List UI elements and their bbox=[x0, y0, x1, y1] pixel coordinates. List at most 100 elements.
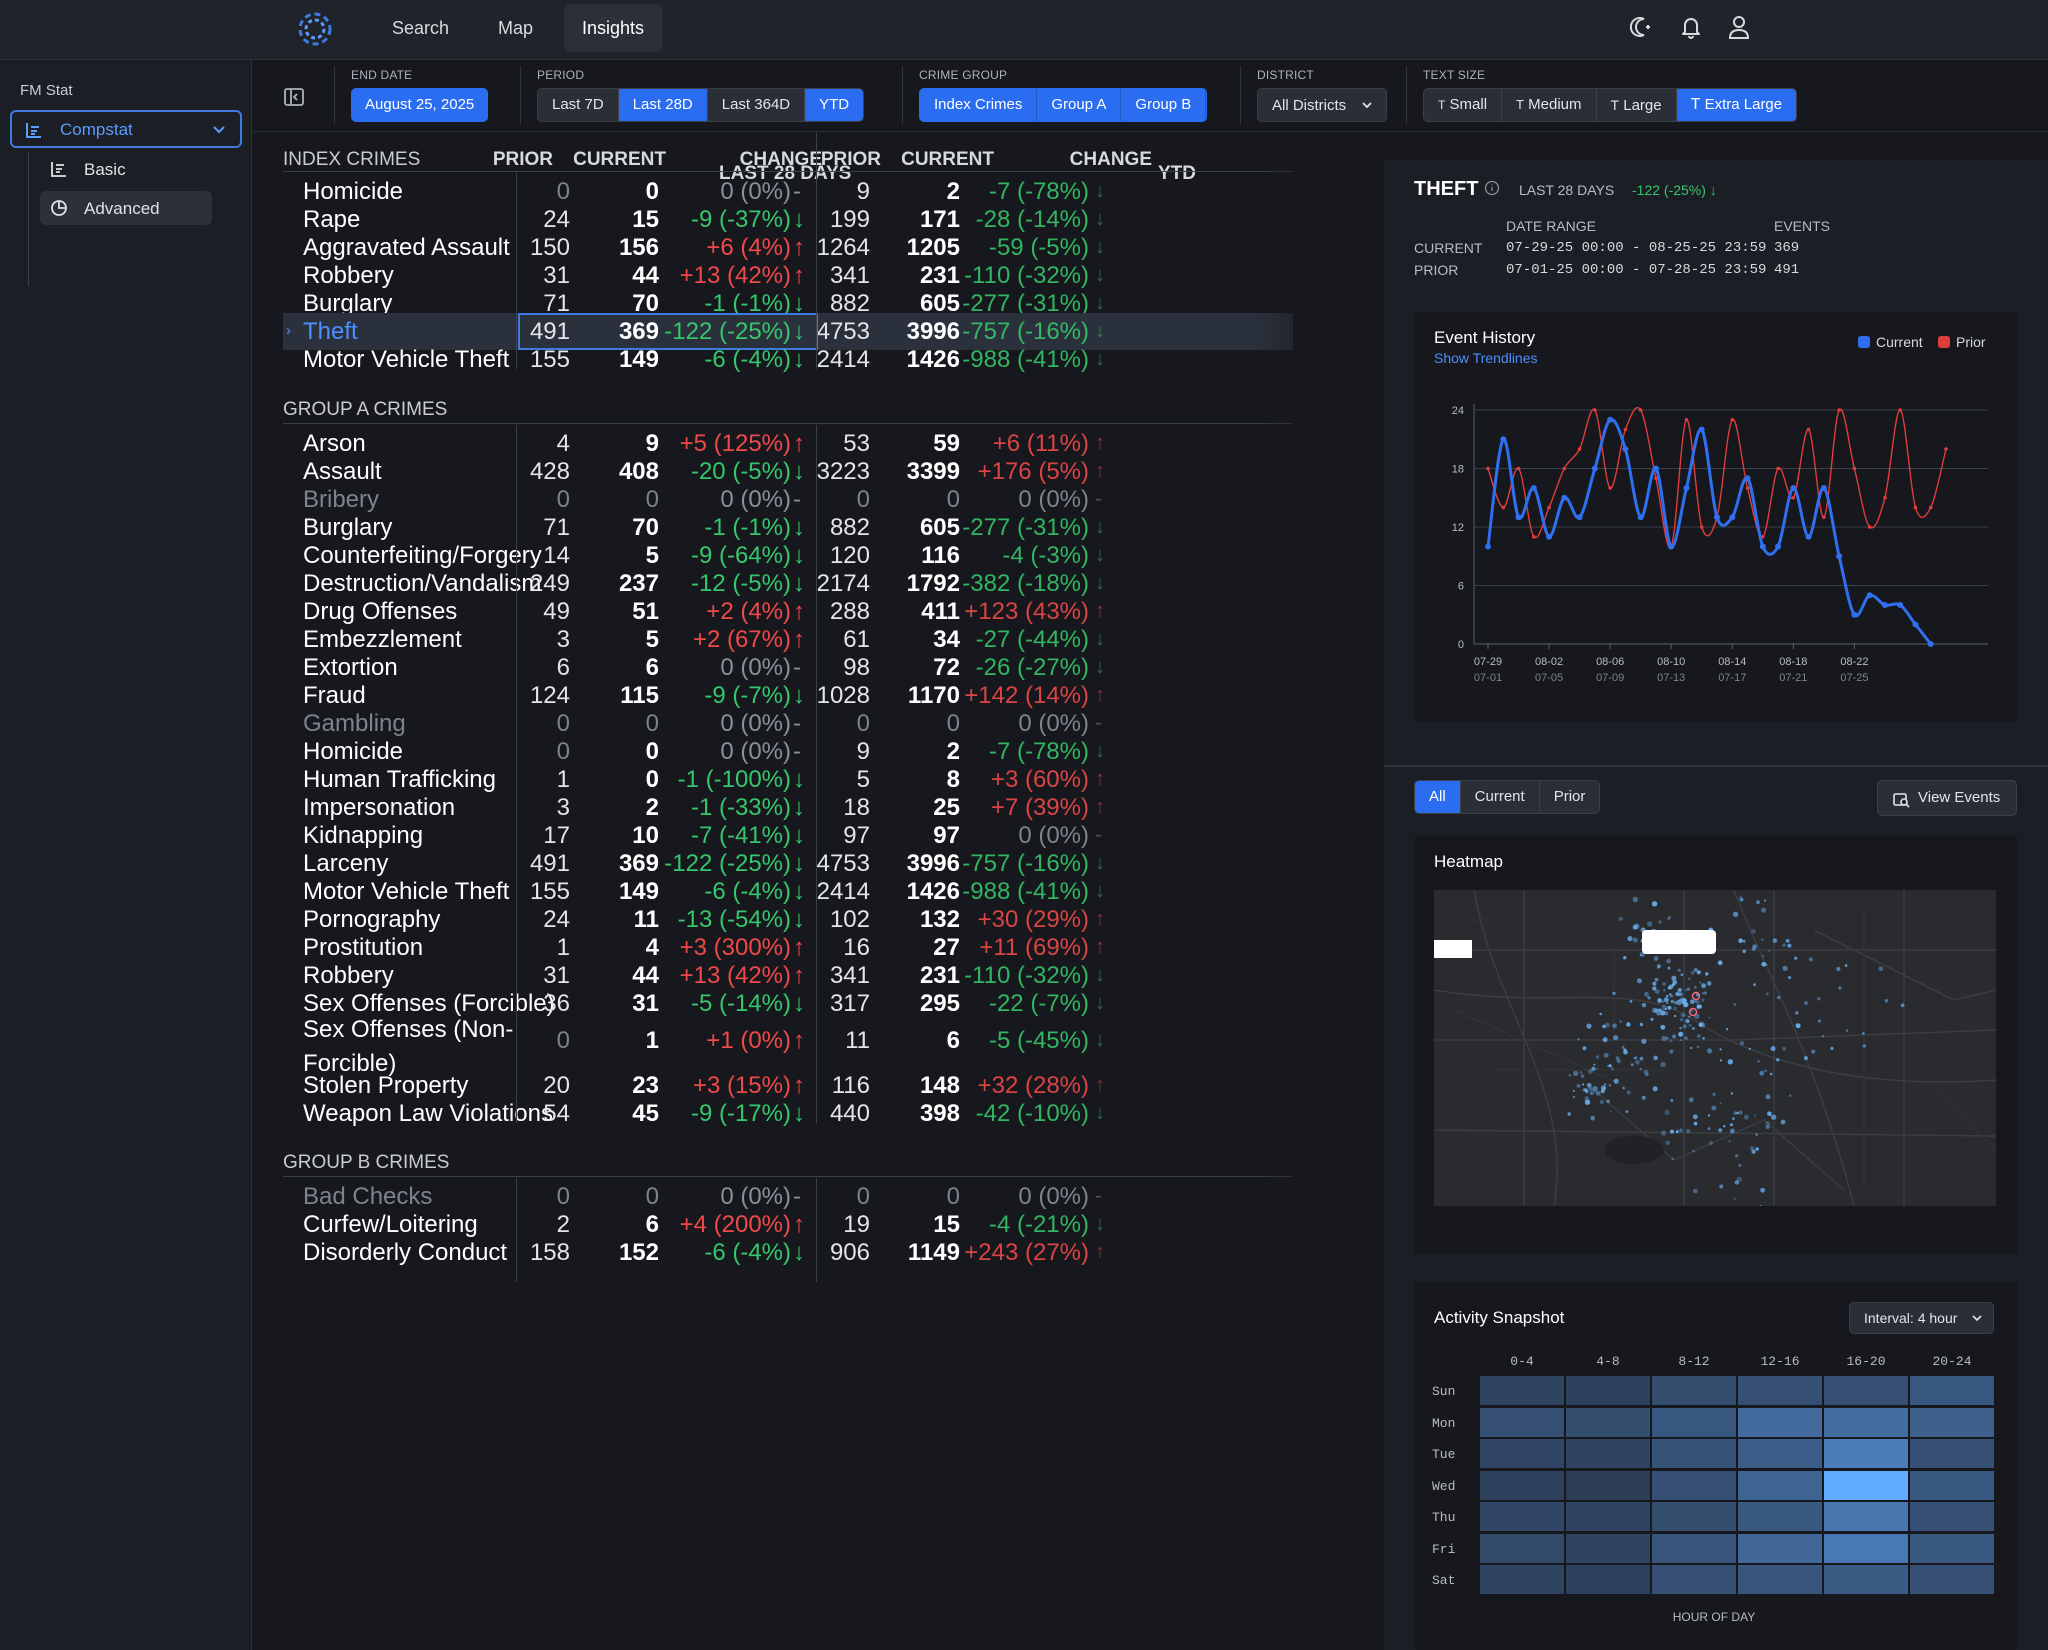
activity-cell[interactable] bbox=[1910, 1502, 1994, 1531]
crime-heatmap-map[interactable] bbox=[1434, 890, 1996, 1206]
view-events-button[interactable]: View Events bbox=[1877, 780, 2017, 816]
activity-cell[interactable] bbox=[1566, 1407, 1650, 1437]
map-filter-current[interactable]: Current bbox=[1461, 781, 1540, 813]
table-row[interactable]: Destruction/Vandalism 249 237 -12 (-5%) ↓ 217… bbox=[283, 565, 1293, 602]
column-header-ytd-change[interactable]: CHANGE bbox=[1069, 149, 1152, 170]
legend-prior[interactable]: Prior bbox=[1938, 334, 1986, 350]
activity-cell[interactable] bbox=[1480, 1439, 1564, 1468]
period-last-28d[interactable]: Last 28D bbox=[618, 89, 708, 121]
crime-group-b[interactable]: Group B bbox=[1121, 89, 1207, 121]
table-row[interactable]: Fraud 124 115 -9 (-7%) ↓ 1028 1170 +142 (14%) ↑ bbox=[283, 677, 1293, 714]
activity-cell[interactable] bbox=[1910, 1407, 1994, 1437]
legend-current[interactable]: Current bbox=[1858, 334, 1923, 350]
period-last-7d[interactable]: Last 7D bbox=[538, 89, 619, 121]
table-row[interactable]: Pornography 24 11 -13 (-54%) ↓ 102 132 +30 (29%… bbox=[283, 901, 1293, 938]
table-row[interactable]: Counterfeiting/Forgery 14 5 -9 (-64%) ↓ 120 11… bbox=[283, 537, 1293, 574]
activity-cell[interactable] bbox=[1824, 1565, 1908, 1594]
info-icon[interactable] bbox=[1484, 180, 1500, 196]
activity-cell[interactable] bbox=[1824, 1407, 1908, 1437]
app-logo-icon[interactable] bbox=[292, 6, 338, 52]
activity-cell[interactable] bbox=[1738, 1502, 1822, 1531]
table-row[interactable]: Arson 4 9 +5 (125%) ↑ 53 59 +6 (11%) ↑ bbox=[283, 425, 1293, 462]
activity-cell[interactable] bbox=[1824, 1533, 1908, 1563]
activity-cell[interactable] bbox=[1480, 1533, 1564, 1563]
activity-cell[interactable] bbox=[1566, 1376, 1650, 1405]
table-row[interactable]: Prostitution 1 4 +3 (300%) ↑ 16 27 +11 (69%) ↑ bbox=[283, 929, 1293, 966]
table-row[interactable]: Robbery 31 44 +13 (42%) ↑ 341 231 -110 (-32%) ↓ bbox=[283, 257, 1293, 294]
column-header-ytd-current[interactable]: CURRENT bbox=[901, 149, 994, 170]
column-header-prior[interactable]: PRIOR bbox=[492, 149, 553, 170]
table-row[interactable]: Human Trafficking 1 0 -1 (-100%) ↓ 5 8 +3 (60%)… bbox=[283, 761, 1293, 798]
sidebar-item-basic[interactable]: Basic bbox=[40, 152, 212, 186]
text-size-extra-large[interactable]: T Extra Large bbox=[1676, 89, 1797, 121]
theme-toggle-icon[interactable] bbox=[1626, 12, 1656, 42]
activity-cell[interactable] bbox=[1566, 1565, 1650, 1594]
table-row[interactable]: Sex Offenses (Non-Forcible) 0 1 +1 (0%) ↑ 11 6… bbox=[283, 1013, 1293, 1077]
activity-cell[interactable] bbox=[1566, 1533, 1650, 1563]
map-filter-all[interactable]: All bbox=[1415, 781, 1461, 813]
nav-search[interactable]: Search bbox=[392, 18, 450, 38]
activity-cell[interactable] bbox=[1480, 1470, 1564, 1500]
activity-cell[interactable] bbox=[1738, 1470, 1822, 1500]
nav-insights[interactable]: Insights bbox=[564, 4, 663, 52]
end-date-button[interactable]: August 25, 2025 bbox=[351, 88, 489, 122]
sidebar-item-advanced[interactable]: Advanced bbox=[40, 191, 212, 225]
table-row[interactable]: Embezzlement 3 5 +2 (67%) ↑ 61 34 -27 (-44%) ↓ bbox=[283, 621, 1293, 658]
activity-cell[interactable] bbox=[1566, 1470, 1650, 1500]
activity-cell[interactable] bbox=[1910, 1439, 1994, 1468]
table-row[interactable]: Burglary 71 70 -1 (-1%) ↓ 882 605 -277 (-31%) ↓ bbox=[283, 285, 1293, 322]
text-size-small[interactable]: T Small bbox=[1424, 89, 1503, 121]
collapse-sidebar-icon[interactable] bbox=[283, 86, 305, 108]
activity-cell[interactable] bbox=[1738, 1407, 1822, 1437]
table-row[interactable]: Assault 428 408 -20 (-5%) ↓ 3223 3399 +176 (5%)… bbox=[283, 453, 1293, 490]
activity-cell[interactable] bbox=[1738, 1565, 1822, 1594]
table-row[interactable]: Drug Offenses 49 51 +2 (4%) ↑ 288 411 +123 (43%… bbox=[283, 593, 1293, 630]
user-profile-icon[interactable] bbox=[1724, 12, 1754, 42]
table-row[interactable]: Impersonation 3 2 -1 (-33%) ↓ 18 25 +7 (39%) ↑ bbox=[283, 789, 1293, 826]
bell-icon[interactable] bbox=[1676, 12, 1706, 42]
activity-cell[interactable] bbox=[1910, 1533, 1994, 1563]
activity-cell[interactable] bbox=[1652, 1376, 1736, 1405]
activity-cell[interactable] bbox=[1480, 1565, 1564, 1594]
table-row[interactable]: Stolen Property 20 23 +3 (15%) ↑ 116 148 +32 (2… bbox=[283, 1067, 1293, 1104]
activity-cell[interactable] bbox=[1738, 1439, 1822, 1468]
table-row[interactable]: Rape 24 15 -9 (-37%) ↓ 199 171 -28 (-14%) ↓ bbox=[283, 201, 1293, 238]
table-row[interactable]: Weapon Law Violations 54 45 -9 (-17%) ↓ 440 39… bbox=[283, 1095, 1293, 1132]
table-row[interactable]: Extortion 6 6 0 (0%) - 98 72 -26 (-27%) ↓ bbox=[283, 649, 1293, 686]
crime-group-index[interactable]: Index Crimes bbox=[920, 89, 1038, 121]
table-row[interactable]: Disorderly Conduct 158 152 -6 (-4%) ↓ 906 1149… bbox=[283, 1234, 1293, 1271]
table-row[interactable]: Theft › 491 369 -122 (-25%) ↓ 4753 3996 -757 (-1… bbox=[283, 313, 1293, 350]
table-row[interactable]: Kidnapping 17 10 -7 (-41%) ↓ 97 97 0 (0%) - bbox=[283, 817, 1293, 854]
district-dropdown[interactable]: All Districts bbox=[1257, 88, 1388, 122]
activity-cell[interactable] bbox=[1566, 1502, 1650, 1531]
activity-cell[interactable] bbox=[1652, 1502, 1736, 1531]
show-trendlines-link[interactable]: Show Trendlines bbox=[1434, 350, 1538, 366]
activity-cell[interactable] bbox=[1480, 1376, 1564, 1405]
table-row[interactable]: Curfew/Loitering 2 6 +4 (200%) ↑ 19 15 -4 (-21%… bbox=[283, 1206, 1293, 1243]
text-size-large[interactable]: T Large bbox=[1597, 89, 1677, 121]
activity-cell[interactable] bbox=[1652, 1407, 1736, 1437]
column-header-change[interactable]: CHANGE bbox=[739, 149, 822, 170]
activity-cell[interactable] bbox=[1566, 1439, 1650, 1468]
period-ytd[interactable]: YTD bbox=[805, 89, 864, 121]
activity-cell[interactable] bbox=[1652, 1565, 1736, 1594]
activity-cell[interactable] bbox=[1652, 1439, 1736, 1468]
map-filter-prior[interactable]: Prior bbox=[1553, 788, 1586, 805]
nav-map[interactable]: Map bbox=[498, 18, 534, 38]
table-row[interactable]: Motor Vehicle Theft 155 149 -6 (-4%) ↓ 2414 14… bbox=[283, 341, 1293, 378]
table-row[interactable]: Larceny 491 369 -122 (-25%) ↓ 4753 3996 -757 (-… bbox=[283, 845, 1293, 882]
table-row[interactable]: Gambling 0 0 0 (0%) -0 0 0 (0%) - bbox=[283, 705, 1293, 742]
column-header-current[interactable]: CURRENT bbox=[573, 149, 666, 170]
period-last-364d[interactable]: Last 364D bbox=[708, 89, 806, 121]
table-row[interactable]: Homicide 0 0 0 (0%) - 9 2 -7 (-78%) ↓ bbox=[283, 173, 1293, 210]
activity-cell[interactable] bbox=[1652, 1533, 1736, 1563]
activity-cell[interactable] bbox=[1738, 1376, 1822, 1405]
table-row[interactable]: Bribery 0 0 0 (0%) -0 0 0 (0%) - bbox=[283, 481, 1293, 518]
table-row[interactable]: Aggravated Assault 150 156 +6 (4%) ↑ 1264 1205… bbox=[283, 229, 1293, 266]
activity-cell[interactable] bbox=[1910, 1376, 1994, 1405]
table-row[interactable]: Sex Offenses (Forcible) 36 31 -5 (-14%) ↓ 317… bbox=[283, 985, 1293, 1022]
table-row[interactable]: Burglary 71 70 -1 (-1%) ↓ 882 605 -277 (-31%) ↓ bbox=[283, 509, 1293, 546]
activity-cell[interactable] bbox=[1652, 1470, 1736, 1500]
activity-cell[interactable] bbox=[1824, 1470, 1908, 1500]
activity-cell[interactable] bbox=[1824, 1376, 1908, 1405]
